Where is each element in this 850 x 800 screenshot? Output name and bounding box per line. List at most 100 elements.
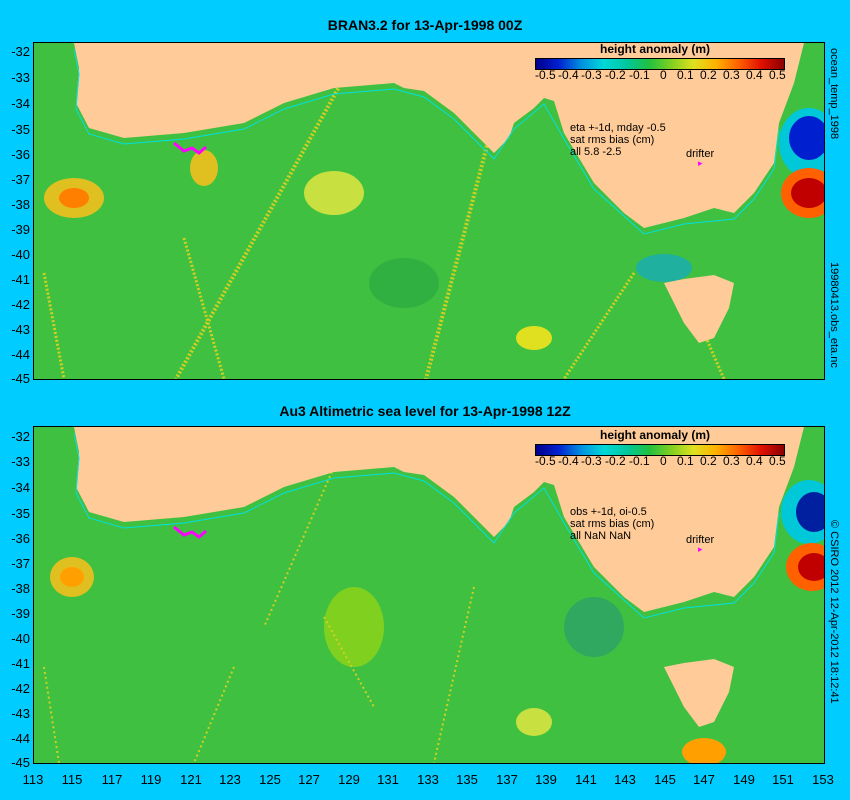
- shelf-contour: [73, 432, 780, 619]
- y-tick: -45: [11, 755, 30, 770]
- satellite-track: [43, 666, 60, 763]
- legend-tick: 0.1: [677, 68, 694, 82]
- legend-tick: -0.3: [581, 68, 602, 82]
- mainland-australia: [74, 43, 804, 228]
- anomaly-blob: [516, 326, 552, 350]
- x-tick: 127: [298, 772, 320, 787]
- satellite-track: [562, 272, 636, 379]
- x-tick: 139: [535, 772, 557, 787]
- y-tick: -36: [11, 531, 30, 546]
- y-tick: -37: [11, 556, 30, 571]
- legend-tick: 0.5: [769, 454, 786, 468]
- shelf-contour: [73, 48, 780, 235]
- satellite-track: [263, 466, 335, 628]
- satellite-track: [42, 272, 66, 379]
- anomaly-blob: [682, 738, 726, 763]
- y-tick: -44: [11, 731, 30, 746]
- legend-colorbar: [535, 444, 785, 456]
- satellite-track: [424, 137, 491, 379]
- legend-tick: -0.1: [629, 68, 650, 82]
- info-line: sat rms bias (cm): [570, 518, 655, 530]
- panel2-info: obs +-1d, oi-0.5 sat rms bias (cm) all N…: [570, 506, 654, 542]
- y-tick: -39: [11, 222, 30, 237]
- panel1-side-label-file: 19980413.obs_eta.nc: [828, 262, 840, 368]
- y-tick: -34: [11, 480, 30, 495]
- info-line: obs +-1d, oi-0.5: [570, 506, 647, 518]
- anomaly-blob: [564, 597, 624, 657]
- x-tick: 135: [456, 772, 478, 787]
- y-tick: -32: [11, 429, 30, 444]
- panel1-side-label: ocean_temp_1998: [828, 48, 840, 140]
- y-tick: -39: [11, 606, 30, 621]
- legend-tick: 0.2: [700, 68, 717, 82]
- panel2-legend: height anomaly (m) -0.5 -0.4 -0.3 -0.2 -…: [525, 428, 786, 478]
- x-tick: 115: [61, 772, 83, 787]
- y-tick: -35: [11, 506, 30, 521]
- anomaly-blob: [324, 587, 384, 667]
- panel2-title: Au3 Altimetric sea level for 13-Apr-1998…: [279, 403, 571, 419]
- panel1-legend: height anomaly (m) -0.5 -0.4 -0.3 -0.2 -…: [525, 42, 786, 92]
- y-tick: -41: [11, 272, 30, 287]
- legend-tick: 0.5: [769, 68, 786, 82]
- satellite-track: [323, 616, 375, 708]
- legend-title: height anomaly (m): [599, 428, 710, 442]
- legend-tick: 0.1: [677, 454, 694, 468]
- drifter-track: [173, 141, 207, 155]
- legend-tick: -0.4: [558, 68, 579, 82]
- panel1-drifter-label: drifter: [686, 148, 715, 160]
- legend-tick: -0.2: [605, 454, 626, 468]
- anomaly-blob: [60, 567, 84, 587]
- x-tick: 151: [772, 772, 794, 787]
- x-tick: 131: [377, 772, 399, 787]
- legend-tick: -0.2: [605, 68, 626, 82]
- panel2-drifter-label: drifter: [686, 534, 715, 546]
- tasmania: [664, 659, 734, 727]
- legend-tick: 0.4: [746, 68, 763, 82]
- x-tick: 149: [733, 772, 755, 787]
- legend-tick: 0: [660, 68, 667, 82]
- x-tick: 133: [417, 772, 439, 787]
- legend-tick: -0.5: [535, 454, 556, 468]
- satellite-track: [702, 332, 726, 379]
- y-tick: -45: [11, 371, 30, 386]
- legend-tick: -0.5: [535, 68, 556, 82]
- y-tick: -37: [11, 172, 30, 187]
- y-tick: -41: [11, 656, 30, 671]
- y-tick: -33: [11, 70, 30, 85]
- x-tick: 137: [496, 772, 518, 787]
- y-tick: -35: [11, 122, 30, 137]
- y-tick: -40: [11, 247, 30, 262]
- legend-tick: 0.3: [723, 454, 740, 468]
- x-tick: 125: [259, 772, 281, 787]
- anomaly-blob: [516, 708, 552, 736]
- legend-title: height anomaly (m): [599, 42, 710, 56]
- y-tick: -38: [11, 197, 30, 212]
- panel1-title: BRAN3.2 for 13-Apr-1998 00Z: [327, 17, 523, 33]
- y-tick: -33: [11, 454, 30, 469]
- anomaly-blob: [304, 171, 364, 215]
- anomaly-blob: [789, 116, 824, 160]
- x-tick: 121: [180, 772, 202, 787]
- anomaly-blob: [190, 150, 218, 186]
- drifter-marker-icon: ▸: [698, 544, 703, 554]
- y-tick: -32: [11, 44, 30, 59]
- y-tick: -34: [11, 96, 30, 111]
- panel2-map: [33, 426, 825, 764]
- legend-tick: 0.2: [700, 454, 717, 468]
- legend-tick: -0.1: [629, 454, 650, 468]
- legend-tick: 0.3: [723, 68, 740, 82]
- tasmania: [664, 275, 734, 343]
- y-tick: -40: [11, 631, 30, 646]
- info-line: all 5.8 -2.5: [570, 146, 622, 158]
- x-tick: 153: [812, 772, 834, 787]
- x-tick: 145: [654, 772, 676, 787]
- x-tick: 113: [22, 772, 44, 787]
- y-tick: -36: [11, 147, 30, 162]
- y-tick: -38: [11, 581, 30, 596]
- x-tick: 129: [338, 772, 360, 787]
- satellite-track: [193, 666, 235, 763]
- anomaly-blob: [636, 254, 692, 282]
- mainland-australia: [74, 427, 804, 612]
- anomaly-blob: [798, 553, 824, 581]
- y-tick: -42: [11, 297, 30, 312]
